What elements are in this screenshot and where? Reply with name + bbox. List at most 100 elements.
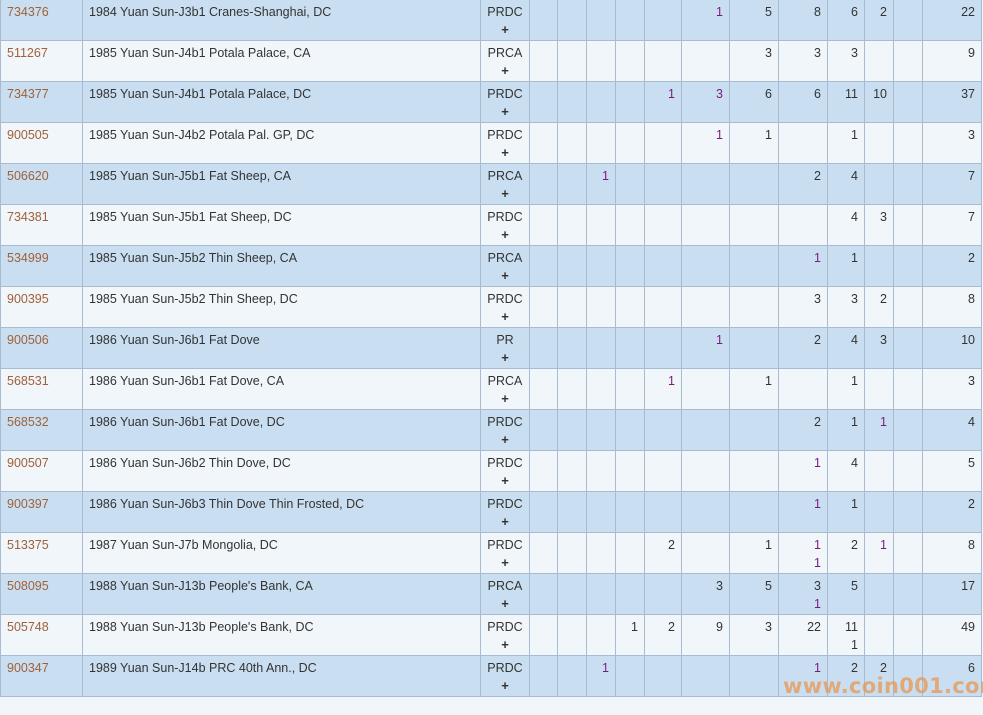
grade-count-link[interactable]: 1 [851, 497, 858, 511]
coin-id-link[interactable]: 900395 [7, 292, 49, 306]
grade-count-link[interactable]: 3 [814, 579, 821, 593]
grade-count-link[interactable]: 1 [716, 5, 723, 19]
grade-count-link[interactable]: 3 [765, 46, 772, 60]
coin-id-link[interactable]: 900507 [7, 456, 49, 470]
coin-id-link[interactable]: 900397 [7, 497, 49, 511]
grade-count-link[interactable]: 1 [814, 597, 821, 611]
coin-id-link[interactable]: 734377 [7, 87, 49, 101]
coin-id-link[interactable]: 568531 [7, 374, 49, 388]
grade-count-link[interactable]: 4 [851, 210, 858, 224]
grade-count-link[interactable]: 2 [851, 538, 858, 552]
grade-count-link[interactable]: 3 [814, 46, 821, 60]
grade-count-link[interactable]: 8 [814, 5, 821, 19]
grade-count-link[interactable]: 9 [716, 620, 723, 634]
expand-plus-icon[interactable]: + [501, 555, 509, 570]
grade-count-link[interactable]: 1 [851, 415, 858, 429]
coin-id-link[interactable]: 506620 [7, 169, 49, 183]
grade-count-link[interactable]: 2 [668, 620, 675, 634]
expand-plus-icon[interactable]: + [501, 432, 509, 447]
grade-count-link[interactable]: 2 [814, 415, 821, 429]
grade-count-link[interactable]: 6 [851, 5, 858, 19]
total-link[interactable]: 37 [961, 87, 975, 101]
coin-id-link[interactable]: 513375 [7, 538, 49, 552]
grade-count-link[interactable]: 1 [602, 661, 609, 675]
grade-count-link[interactable]: 11 [845, 620, 858, 634]
grade-count-link[interactable]: 4 [851, 456, 858, 470]
grade-count-link[interactable]: 11 [845, 87, 858, 101]
total-link[interactable]: 2 [968, 251, 975, 265]
grade-count-link[interactable]: 6 [765, 87, 772, 101]
expand-plus-icon[interactable]: + [501, 145, 509, 160]
coin-id-link[interactable]: 734376 [7, 5, 49, 19]
grade-count-link[interactable]: 1 [814, 538, 821, 552]
grade-count-link[interactable]: 1 [851, 374, 858, 388]
grade-count-link[interactable]: 2 [851, 661, 858, 675]
expand-plus-icon[interactable]: + [501, 678, 509, 693]
grade-count-link[interactable]: 1 [814, 251, 821, 265]
grade-count-link[interactable]: 1 [716, 333, 723, 347]
grade-count-link[interactable]: 1 [716, 128, 723, 142]
expand-plus-icon[interactable]: + [501, 637, 509, 652]
total-link[interactable]: 3 [968, 374, 975, 388]
expand-plus-icon[interactable]: + [501, 350, 509, 365]
total-link[interactable]: 9 [968, 46, 975, 60]
coin-id-link[interactable]: 900506 [7, 333, 49, 347]
grade-count-link[interactable]: 1 [814, 556, 821, 570]
grade-count-link[interactable]: 1 [631, 620, 638, 634]
expand-plus-icon[interactable]: + [501, 227, 509, 242]
grade-count-link[interactable]: 2 [880, 5, 887, 19]
grade-count-link[interactable]: 1 [880, 538, 887, 552]
grade-count-link[interactable]: 1 [765, 128, 772, 142]
grade-count-link[interactable]: 3 [716, 87, 723, 101]
total-link[interactable]: 3 [968, 128, 975, 142]
grade-count-link[interactable]: 3 [814, 292, 821, 306]
grade-count-link[interactable]: 5 [765, 579, 772, 593]
total-link[interactable]: 5 [968, 456, 975, 470]
total-link[interactable]: 6 [968, 661, 975, 675]
total-link[interactable]: 8 [968, 292, 975, 306]
grade-count-link[interactable]: 1 [880, 415, 887, 429]
grade-count-link[interactable]: 2 [668, 538, 675, 552]
expand-plus-icon[interactable]: + [501, 391, 509, 406]
grade-count-link[interactable]: 1 [765, 374, 772, 388]
total-link[interactable]: 2 [968, 497, 975, 511]
expand-plus-icon[interactable]: + [501, 309, 509, 324]
grade-count-link[interactable]: 1 [851, 128, 858, 142]
grade-count-link[interactable]: 2 [880, 292, 887, 306]
grade-count-link[interactable]: 1 [765, 538, 772, 552]
coin-id-link[interactable]: 534999 [7, 251, 49, 265]
grade-count-link[interactable]: 1 [851, 251, 858, 265]
grade-count-link[interactable]: 3 [716, 579, 723, 593]
grade-count-link[interactable]: 3 [851, 46, 858, 60]
total-link[interactable]: 22 [961, 5, 975, 19]
total-link[interactable]: 10 [961, 333, 975, 347]
grade-count-link[interactable]: 1 [814, 661, 821, 675]
expand-plus-icon[interactable]: + [501, 514, 509, 529]
coin-id-link[interactable]: 508095 [7, 579, 49, 593]
grade-count-link[interactable]: 3 [765, 620, 772, 634]
coin-id-link[interactable]: 900505 [7, 128, 49, 142]
expand-plus-icon[interactable]: + [501, 473, 509, 488]
grade-count-link[interactable]: 2 [880, 661, 887, 675]
grade-count-link[interactable]: 1 [814, 497, 821, 511]
coin-id-link[interactable]: 511267 [7, 46, 48, 60]
expand-plus-icon[interactable]: + [501, 186, 509, 201]
grade-count-link[interactable]: 1 [668, 87, 675, 101]
grade-count-link[interactable]: 22 [807, 620, 821, 634]
grade-count-link[interactable]: 3 [880, 333, 887, 347]
grade-count-link[interactable]: 1 [851, 638, 858, 652]
grade-count-link[interactable]: 1 [668, 374, 675, 388]
total-link[interactable]: 8 [968, 538, 975, 552]
grade-count-link[interactable]: 5 [765, 5, 772, 19]
total-link[interactable]: 7 [968, 169, 975, 183]
expand-plus-icon[interactable]: + [501, 63, 509, 78]
grade-count-link[interactable]: 10 [873, 87, 887, 101]
grade-count-link[interactable]: 4 [851, 333, 858, 347]
expand-plus-icon[interactable]: + [501, 596, 509, 611]
grade-count-link[interactable]: 1 [602, 169, 609, 183]
total-link[interactable]: 17 [961, 579, 975, 593]
expand-plus-icon[interactable]: + [501, 104, 509, 119]
grade-count-link[interactable]: 3 [880, 210, 887, 224]
grade-count-link[interactable]: 3 [851, 292, 858, 306]
total-link[interactable]: 49 [961, 620, 975, 634]
